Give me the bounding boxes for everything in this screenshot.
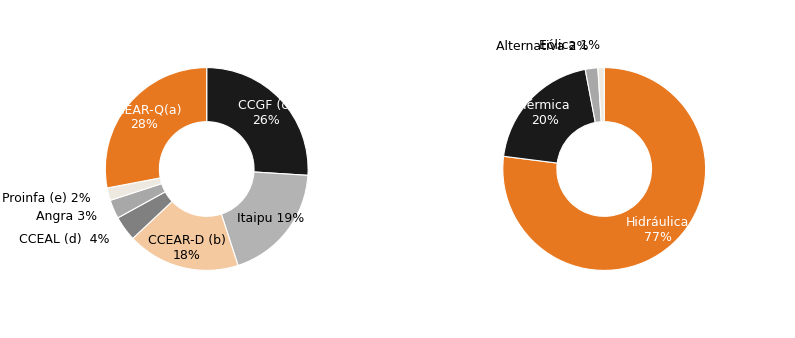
Text: Itaipu 19%: Itaipu 19% [237,212,304,225]
Wedge shape [133,201,238,270]
Text: Térmica
20%: Térmica 20% [521,99,569,127]
Text: Proinfa (e) 2%: Proinfa (e) 2% [2,192,91,205]
Wedge shape [111,184,165,218]
Wedge shape [503,69,595,163]
Text: CCEAR-Q(a)
28%: CCEAR-Q(a) 28% [107,103,181,131]
Text: Hidráulica
77%: Hidráulica 77% [626,216,689,244]
Wedge shape [502,68,706,270]
Text: Eólica 1%: Eólica 1% [539,39,600,52]
Wedge shape [207,68,308,175]
Wedge shape [585,68,601,122]
Text: CCGF (c)
26%: CCGF (c) 26% [238,99,293,127]
Wedge shape [105,68,207,188]
Wedge shape [221,172,308,265]
Wedge shape [598,68,604,122]
Text: Alternativa 2%: Alternativa 2% [496,40,588,53]
Text: Angra 3%: Angra 3% [36,210,97,223]
Text: CCEAL (d)  4%: CCEAL (d) 4% [19,233,110,246]
Wedge shape [118,192,173,238]
Wedge shape [107,178,161,200]
Text: CCEAR-D (b)
18%: CCEAR-D (b) 18% [148,234,226,262]
